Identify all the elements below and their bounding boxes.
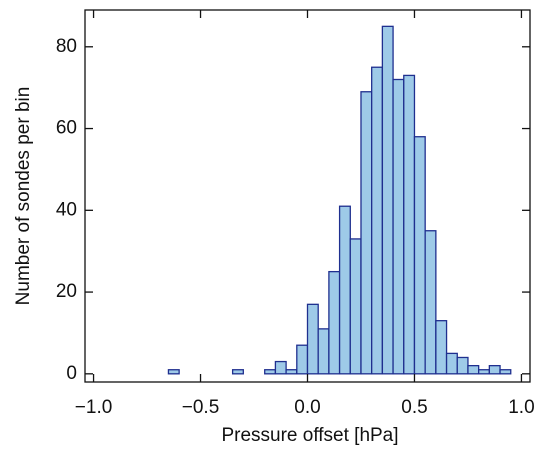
bar: [371, 66, 384, 375]
bar: [296, 344, 309, 375]
bar: [456, 356, 469, 375]
x-tick-label: −1.0: [75, 397, 113, 418]
bar: [338, 205, 351, 375]
bar: [424, 230, 437, 375]
bar: [488, 364, 501, 375]
bar: [360, 91, 373, 375]
bar: [274, 360, 287, 375]
x-tick-label: 0.0: [294, 397, 320, 418]
bar: [392, 78, 405, 375]
bar: [467, 364, 480, 375]
bar: [306, 303, 319, 375]
bar: [435, 320, 448, 375]
bar: [328, 270, 341, 375]
y-axis-label: Number of sondes per bin: [13, 87, 34, 306]
y-tick-label: 0: [66, 363, 77, 384]
bar: [317, 328, 330, 375]
bar: [499, 369, 512, 375]
bar: [445, 352, 458, 375]
bar: [167, 369, 180, 375]
y-tick-label: 40: [56, 199, 77, 220]
bar: [413, 136, 426, 375]
y-tick-label: 80: [56, 36, 77, 57]
bar: [264, 369, 277, 375]
bar: [403, 74, 416, 375]
x-tick-label: −0.5: [182, 397, 220, 418]
bar: [231, 369, 244, 375]
x-axis-label: Pressure offset [hPa]: [221, 425, 398, 446]
bar: [381, 25, 394, 375]
bar: [478, 369, 491, 375]
y-tick-label: 20: [56, 281, 77, 302]
bar: [349, 238, 362, 375]
x-tick-label: 1.0: [508, 397, 534, 418]
bar: [285, 369, 298, 375]
y-tick-label: 60: [56, 118, 77, 139]
x-tick-label: 0.5: [401, 397, 427, 418]
